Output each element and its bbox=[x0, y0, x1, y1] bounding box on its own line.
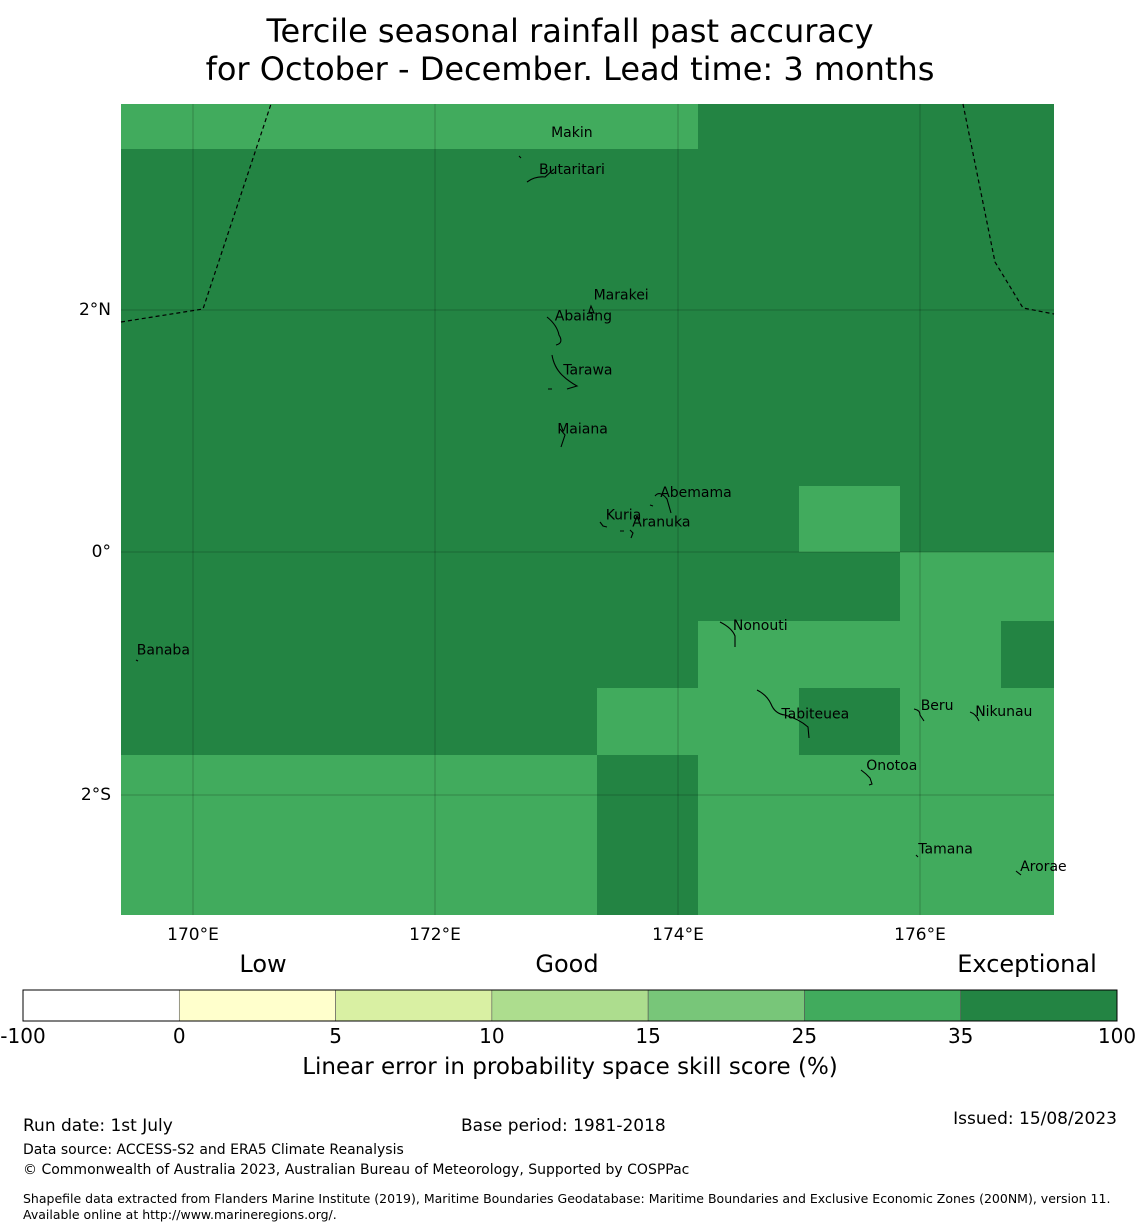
graticule bbox=[121, 104, 1054, 915]
lon-label-176: 176°E bbox=[894, 925, 946, 945]
colorbar-category-low: Low bbox=[239, 950, 287, 978]
island-kuria bbox=[599, 521, 608, 528]
island-label-butaritari: Butaritari bbox=[539, 162, 605, 178]
colorbar bbox=[22, 989, 1118, 1022]
island-label-beru: Beru bbox=[921, 698, 954, 714]
island-label-aranuka: Aranuka bbox=[632, 515, 690, 531]
lon-label-172: 172°E bbox=[409, 925, 461, 945]
island-outlines bbox=[135, 155, 1022, 876]
island-label-tarawa: Tarawa bbox=[562, 362, 612, 378]
skill-grid bbox=[121, 104, 1054, 915]
colorbar-tick-label: 10 bbox=[479, 1024, 505, 1048]
eez-boundaries bbox=[120, 103, 1055, 323]
grid-cell bbox=[799, 486, 900, 552]
colorbar-segment bbox=[22, 989, 180, 1022]
colorbar-label: Linear error in probability space skill … bbox=[302, 1054, 838, 1080]
island-tarawa bbox=[548, 354, 579, 390]
colorbar-tick-label: 15 bbox=[635, 1024, 661, 1048]
island-label-marakei: Marakei bbox=[594, 287, 649, 303]
island-label-nikunau: Nikunau bbox=[975, 704, 1032, 720]
island-beru bbox=[913, 708, 925, 722]
island-tamana bbox=[915, 854, 919, 858]
colorbar-tick-label: 0 bbox=[172, 1024, 186, 1048]
island-arorae bbox=[1015, 870, 1022, 876]
grid-cell bbox=[900, 688, 1054, 755]
island-banaba bbox=[135, 659, 139, 662]
island-label-tabiteuea: Tabiteuea bbox=[780, 706, 849, 722]
island-makin bbox=[518, 155, 522, 159]
colorbar-frame bbox=[22, 989, 1118, 1022]
island-labels: Makin Butaritari Marakei Abaiang Tarawa Maian… bbox=[137, 125, 1067, 875]
colorbar-category-exceptional: Exceptional bbox=[957, 950, 1097, 978]
island-butaritari bbox=[526, 168, 555, 183]
colorbar-tick-label: -100 bbox=[0, 1024, 46, 1048]
island-label-arorae: Arorae bbox=[1020, 859, 1067, 875]
lon-label-170: 170°E bbox=[167, 925, 219, 945]
title-line-1: Tercile seasonal rainfall past accuracy bbox=[266, 12, 874, 50]
data-source: Data source: ACCESS-S2 and ERA5 Climate … bbox=[23, 1142, 404, 1158]
lon-label-174: 174°E bbox=[652, 925, 704, 945]
island-label-onotoa: Onotoa bbox=[866, 758, 917, 774]
grid-cell bbox=[698, 755, 1054, 915]
island-label-nonouti: Nonouti bbox=[733, 618, 788, 634]
island-marakei bbox=[588, 304, 595, 314]
eez-boundary-west bbox=[120, 103, 272, 323]
colorbar-segment bbox=[960, 989, 1118, 1022]
skill-map: Makin Butaritari Marakei Abaiang Tarawa Maian… bbox=[120, 103, 1067, 915]
island-label-kuria: Kuria bbox=[606, 507, 642, 523]
title-line-2: for October - December. Lead time: 3 mon… bbox=[205, 50, 935, 88]
island-nikunau bbox=[969, 711, 980, 722]
eez-boundary-east bbox=[962, 103, 1055, 315]
island-label-banaba: Banaba bbox=[137, 643, 190, 659]
island-nonouti bbox=[719, 621, 736, 647]
island-abaiang bbox=[546, 316, 562, 346]
colorbar-segment bbox=[804, 989, 962, 1022]
issued-date: Issued: 15/08/2023 bbox=[953, 1109, 1117, 1129]
shapefile-credit: Shapefile data extracted from Flanders M… bbox=[23, 1191, 1111, 1222]
colorbar-segment bbox=[647, 989, 805, 1022]
colorbar-tick-label: 25 bbox=[791, 1024, 818, 1048]
lat-label-0: 0° bbox=[91, 542, 111, 562]
grid-cell bbox=[121, 104, 698, 149]
grid-cell bbox=[597, 688, 799, 755]
island-onotoa bbox=[860, 769, 873, 786]
grid-cell bbox=[121, 755, 597, 915]
island-aranuka bbox=[620, 529, 634, 539]
lat-label-2s: 2°S bbox=[80, 785, 111, 805]
colorbar-category-good: Good bbox=[535, 950, 599, 978]
colorbar-tick-label: 5 bbox=[329, 1024, 342, 1048]
lat-label-2n: 2°N bbox=[78, 300, 111, 320]
island-abemama bbox=[649, 493, 672, 514]
island-label-tamana: Tamana bbox=[917, 842, 972, 858]
grid-cell bbox=[698, 621, 1001, 688]
colorbar-tick-label: 35 bbox=[947, 1024, 974, 1048]
island-label-abaiang: Abaiang bbox=[555, 308, 612, 324]
colorbar-segment bbox=[178, 989, 336, 1022]
island-label-maiana: Maiana bbox=[557, 421, 608, 437]
copyright: © Commonwealth of Australia 2023, Austra… bbox=[23, 1162, 690, 1178]
island-tabiteuea bbox=[756, 689, 810, 739]
grid-cell bbox=[900, 552, 1054, 621]
island-label-abemama: Abemama bbox=[660, 485, 732, 501]
island-maiana bbox=[559, 428, 566, 448]
colorbar-tick-label: 100 bbox=[1097, 1024, 1137, 1048]
base-period: Base period: 1981-2018 bbox=[461, 1116, 666, 1136]
island-label-makin: Makin bbox=[551, 125, 593, 141]
run-date: Run date: 1st July bbox=[23, 1116, 173, 1136]
colorbar-segment bbox=[335, 989, 493, 1022]
colorbar-segment bbox=[491, 989, 649, 1022]
